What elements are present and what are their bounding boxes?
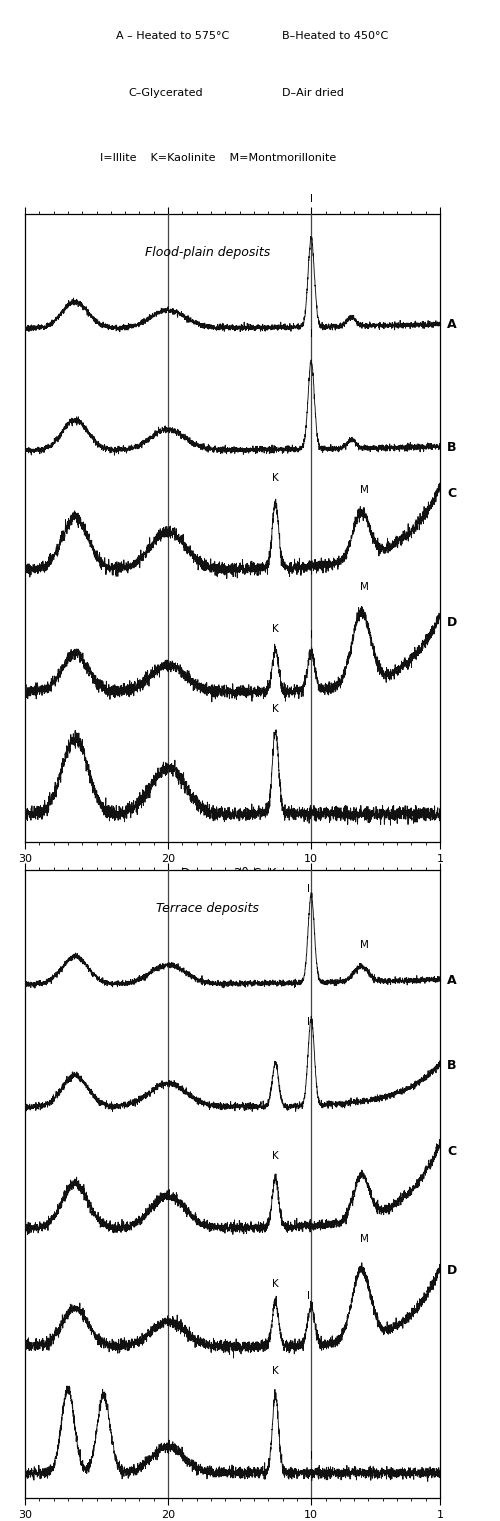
Text: D–Air dried: D–Air dried [282, 88, 344, 97]
Text: K: K [272, 704, 279, 713]
Text: I: I [307, 1018, 310, 1028]
Text: I: I [310, 193, 312, 204]
X-axis label: Degrees 2θ-CuKα: Degrees 2θ-CuKα [181, 867, 284, 879]
Text: C–Glycerated: C–Glycerated [129, 88, 204, 97]
Text: M: M [360, 583, 368, 592]
Text: A – Heated to 575°C: A – Heated to 575°C [116, 30, 230, 41]
Text: M: M [360, 1234, 368, 1244]
Text: B: B [447, 441, 456, 455]
Text: K: K [272, 1366, 279, 1377]
Text: M: M [360, 940, 368, 951]
Text: K: K [272, 624, 279, 634]
Text: A: A [447, 318, 456, 332]
Text: K: K [272, 473, 279, 484]
Text: Flood-plain deposits: Flood-plain deposits [145, 245, 270, 259]
Text: I=Illite    K=Kaolinite    M=Montmorillonite: I=Illite K=Kaolinite M=Montmorillonite [100, 154, 336, 163]
Text: I: I [307, 1291, 310, 1300]
Text: B–Heated to 450°C: B–Heated to 450°C [282, 30, 389, 41]
Text: C: C [447, 1145, 456, 1157]
Text: M: M [360, 485, 368, 494]
Text: I: I [310, 631, 312, 640]
Text: D: D [447, 1264, 457, 1276]
Text: I: I [310, 329, 312, 339]
Text: K: K [272, 1151, 279, 1161]
Text: Terrace deposits: Terrace deposits [156, 902, 259, 914]
Text: D: D [447, 616, 457, 628]
Text: A: A [447, 973, 456, 987]
Text: I: I [307, 884, 310, 894]
Text: B: B [447, 1059, 456, 1072]
Text: I: I [310, 1451, 312, 1460]
Text: C: C [447, 487, 456, 500]
Text: K: K [272, 1279, 279, 1288]
